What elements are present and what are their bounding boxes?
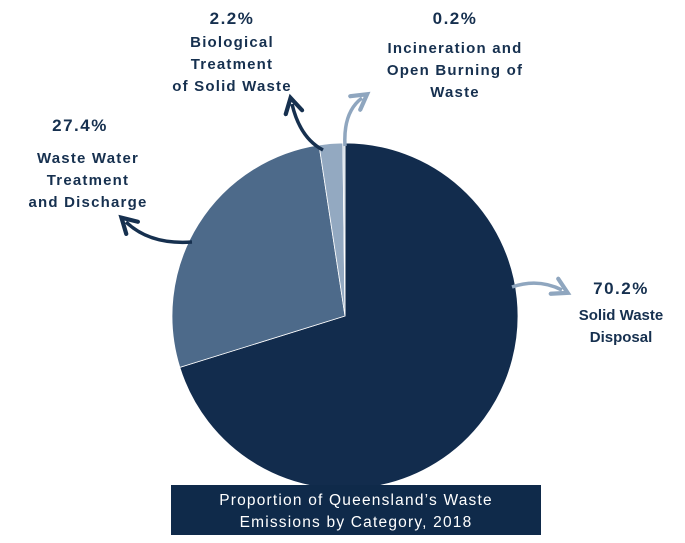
slice-label-line: Treatment — [191, 56, 274, 73]
percent-label: 0.2% — [433, 9, 478, 28]
chart-title: Proportion of Queensland’s Waste Emissio… — [171, 485, 541, 535]
slice-label-line: of Solid Waste — [172, 78, 292, 95]
percent-label: 27.4% — [52, 116, 108, 135]
label-waste-water: 27.4% Waste Water Treatment and Discharg… — [29, 116, 148, 211]
pie-slices — [171, 142, 519, 490]
percent-label: 2.2% — [210, 9, 255, 28]
pie-slice-solid-waste-disposal — [179, 142, 519, 490]
label-incineration: 0.2% Incineration and Open Burning of Wa… — [387, 9, 523, 101]
pie-slice-waste-water-treatment — [171, 144, 346, 368]
percent-label: 70.2% — [593, 279, 649, 298]
title-line: Proportion of Queensland’s Waste — [219, 492, 493, 509]
slice-label-line: Disposal — [590, 329, 653, 346]
slice-label-line: and Discharge — [29, 194, 148, 211]
arrow-waste-water — [118, 214, 193, 245]
slice-label-line: Treatment — [47, 172, 130, 189]
label-biological-treatment: 2.2% Biological Treatment of Solid Waste — [172, 9, 292, 95]
label-solid-waste-disposal: 70.2% Solid Waste Disposal — [579, 279, 663, 346]
slice-label-line: Waste Water — [37, 150, 139, 167]
title-line: Emissions by Category, 2018 — [240, 514, 473, 531]
title-background — [171, 485, 541, 535]
slice-label-line: Biological — [190, 34, 274, 51]
arrow-biological — [283, 93, 324, 152]
arrow-incineration — [343, 91, 371, 147]
slice-label-line: Solid Waste — [579, 307, 663, 324]
slice-label-line: Waste — [430, 84, 480, 101]
slice-label-line: Open Burning of — [387, 62, 523, 79]
slice-label-line: Incineration and — [387, 40, 522, 57]
arrow-solid-waste — [511, 276, 572, 296]
